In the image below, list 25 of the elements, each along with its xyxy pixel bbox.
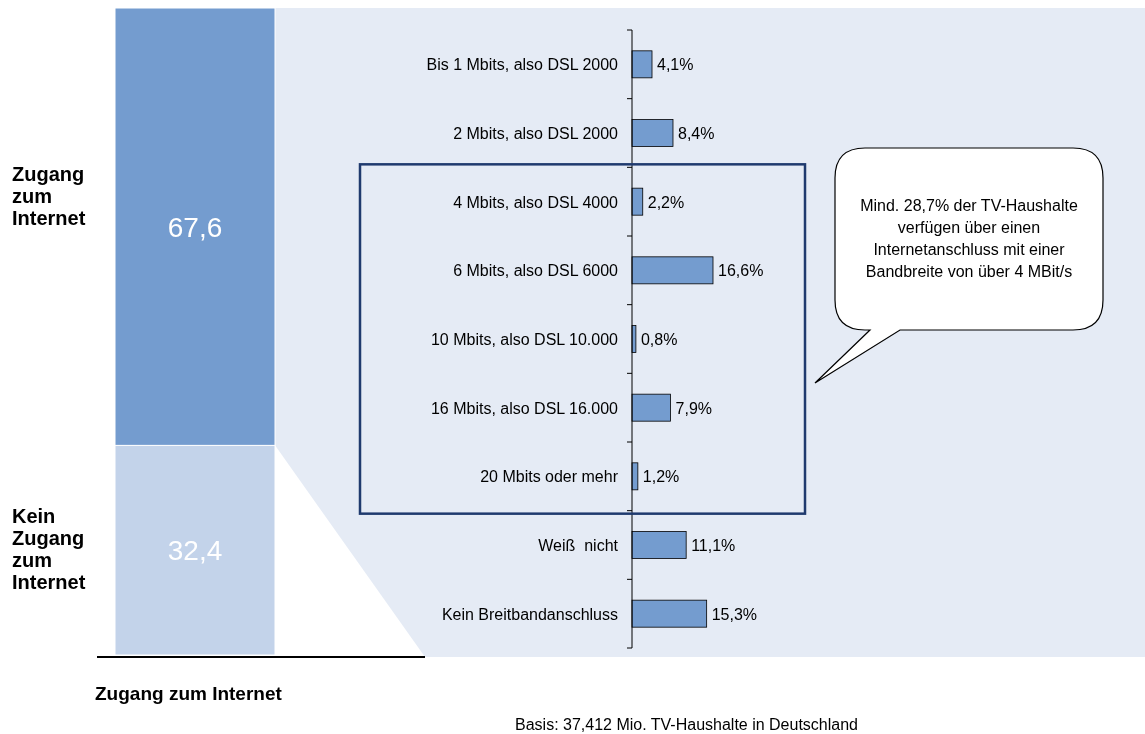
y-tick-label: 4 Mbits, also DSL 4000	[453, 193, 619, 211]
y-tick-label: Kein Breitbandanschluss	[441, 605, 618, 623]
data-label: 4,1%	[657, 56, 694, 74]
data-label: 2,2%	[647, 193, 685, 211]
y-tick-label: 16 Mbits, also DSL 16.000	[430, 399, 619, 417]
y-tick-label: Weiß nicht	[538, 537, 619, 554]
series-label: Zugang zum Internet	[12, 162, 86, 229]
y-tick-label: 2 Mbits, also DSL 2000	[453, 125, 619, 142]
y-tick-label: 10 Mbits, also DSL 10.000	[430, 331, 619, 348]
data-label: 7,9%	[675, 399, 713, 417]
series-label: Kein Zugang zum Internet	[12, 505, 86, 594]
data-label: 16,6%	[718, 262, 764, 280]
data-label: 15,3%	[711, 605, 758, 623]
y-tick-label: 6 Mbits, also DSL 6000	[453, 262, 619, 280]
text: Basis: 37,412 Mio. TV-Haushalte in Deutschland	[515, 716, 859, 733]
data-label: 11,1%	[691, 537, 736, 554]
text: Mind. 28,7% der TV-Haushalte verfügen über einen Internetanschluss mit einer Bandbreite von über 4 MBit/s	[860, 197, 1078, 280]
data-label: 0,8%	[640, 331, 678, 348]
data-label: 8,4%	[677, 125, 715, 142]
data-label: 32,4	[167, 535, 223, 567]
data-label: 1,2%	[642, 468, 680, 486]
y-tick-label: 20 Mbits oder mehr	[480, 468, 619, 486]
y-tick-label: Bis 1 Mbits, also DSL 2000	[426, 56, 619, 74]
x-axis-title: Zugang zum Internet	[95, 683, 283, 704]
data-label: 67,6	[167, 211, 223, 243]
